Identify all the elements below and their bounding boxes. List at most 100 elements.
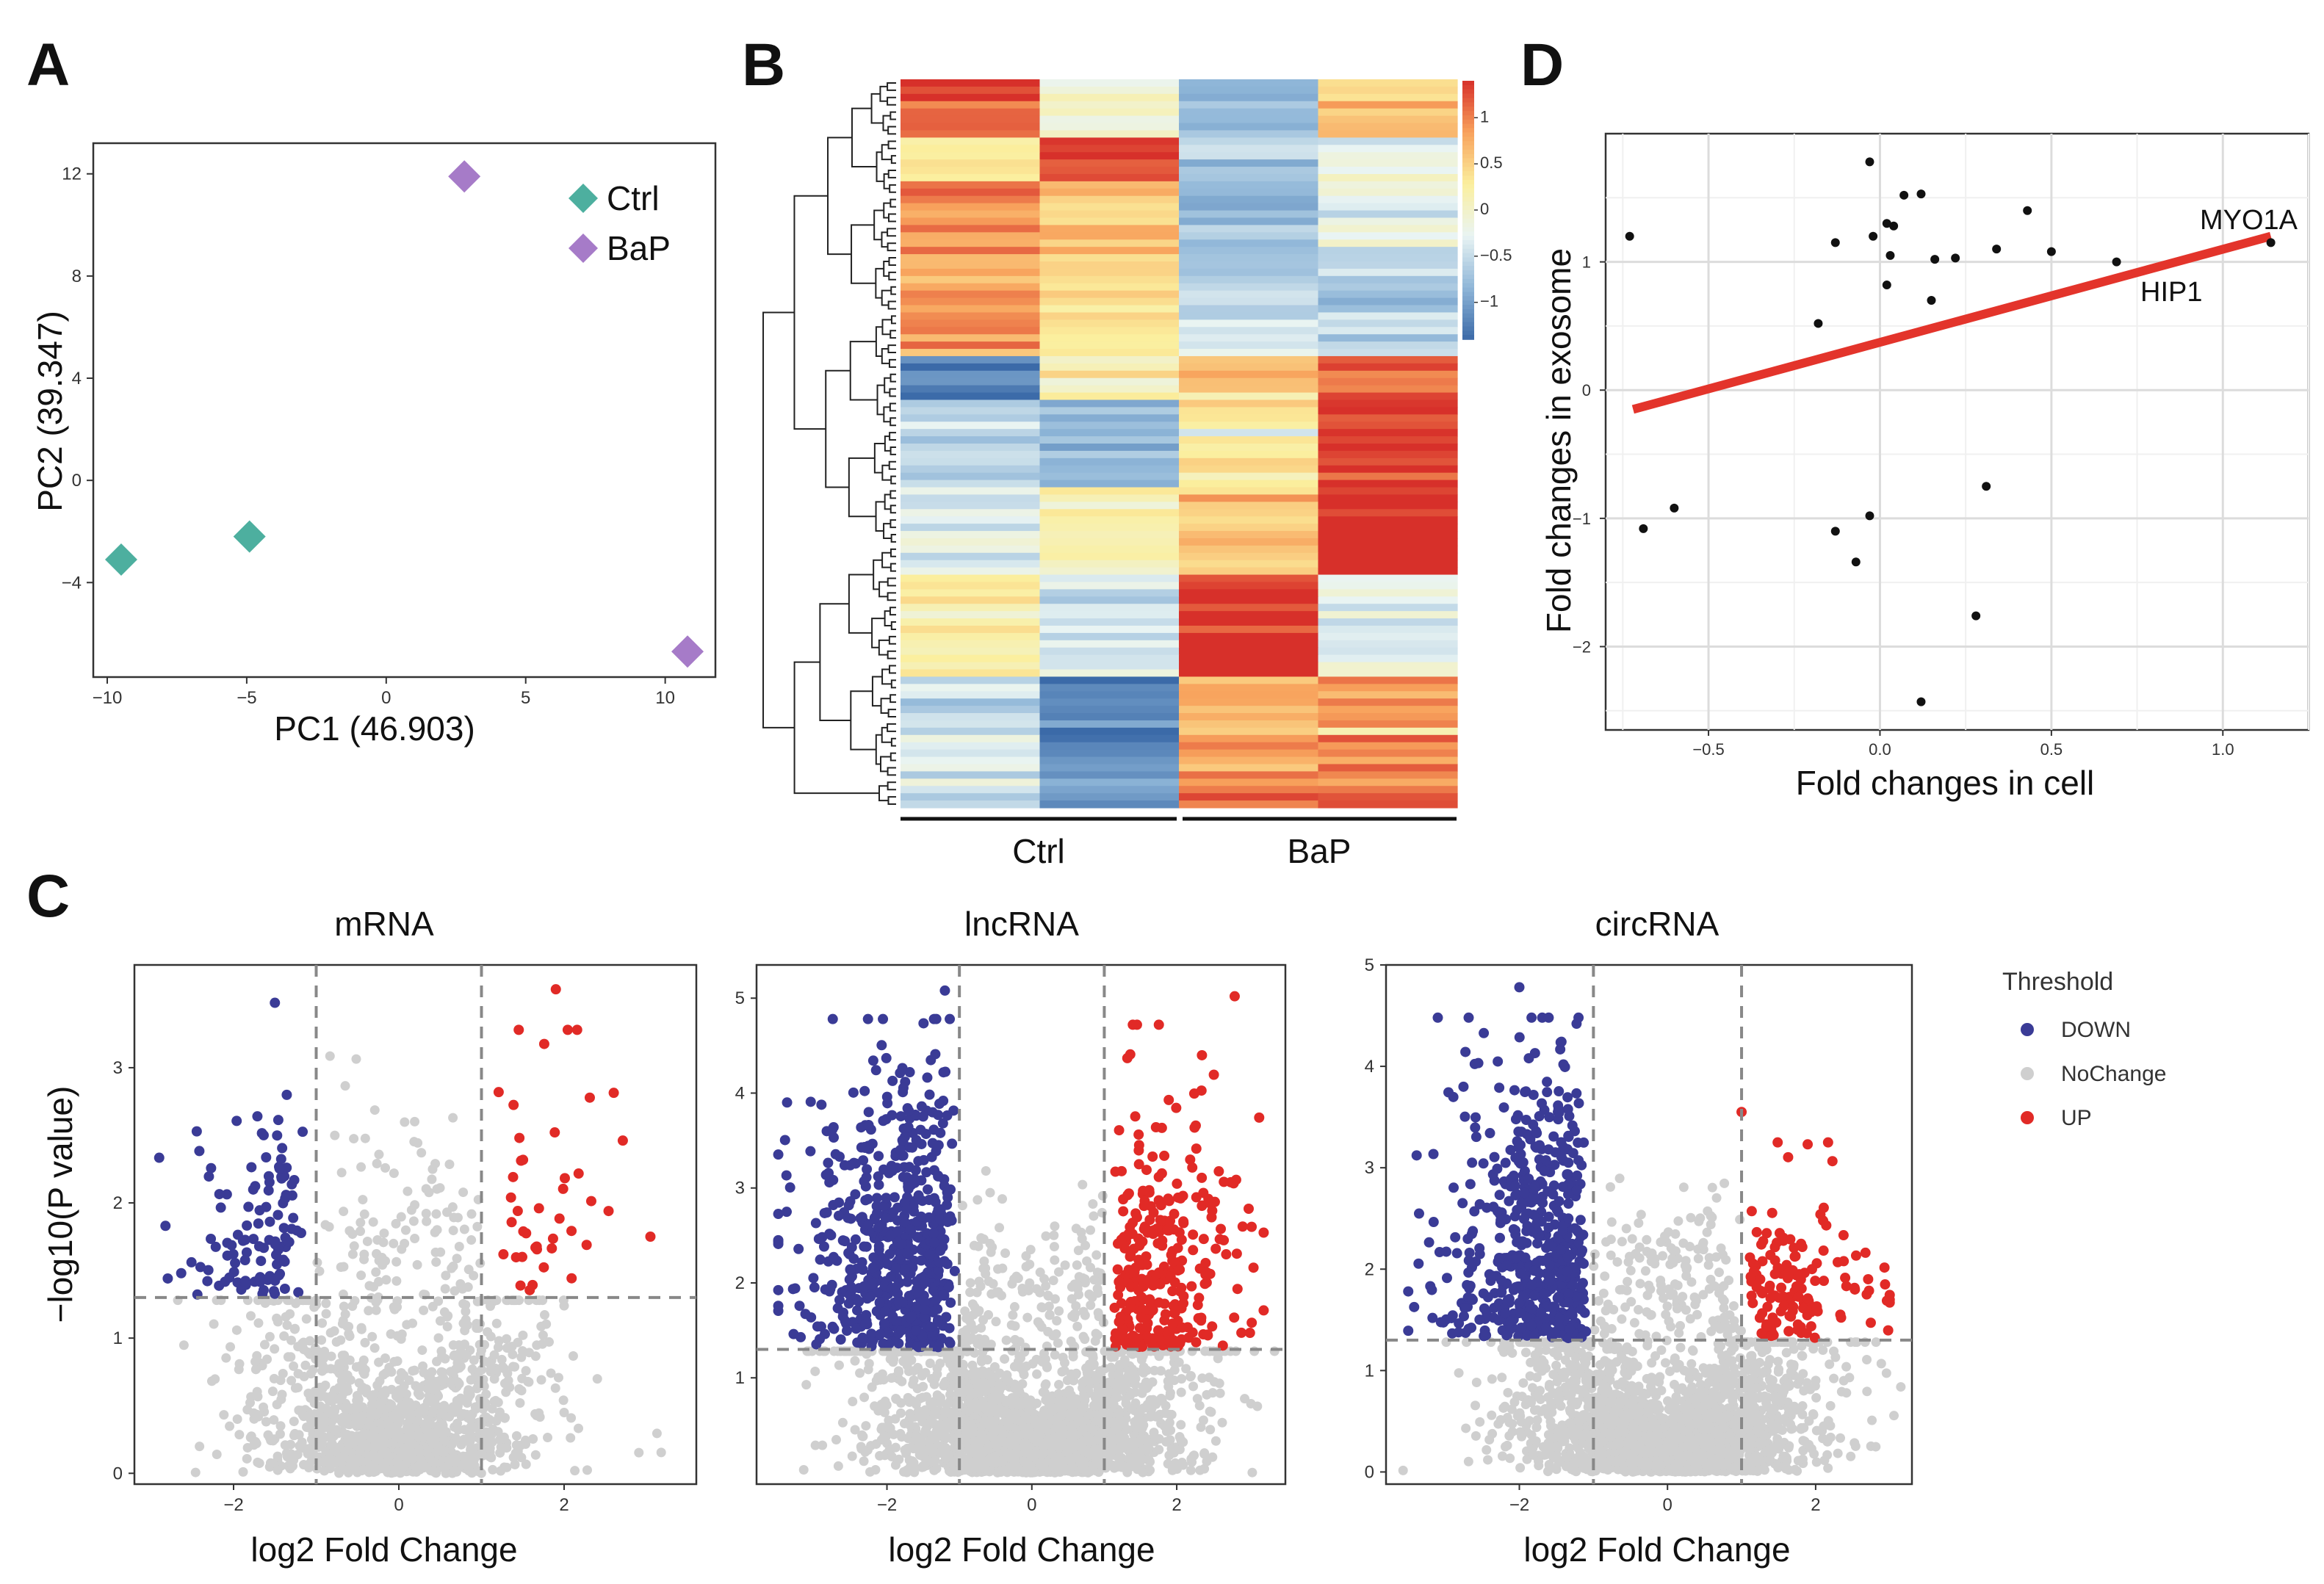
heatmap-cell: [1039, 130, 1180, 138]
nochange-point: [1174, 1357, 1184, 1367]
nochange-point: [1125, 1390, 1136, 1400]
nochange-point: [389, 1238, 399, 1248]
nochange-point: [1080, 1274, 1090, 1284]
heatmap-cell: [1318, 684, 1458, 692]
heatmap-cell: [1318, 574, 1458, 583]
nochange-point: [221, 1353, 231, 1363]
nochange-point: [980, 1386, 990, 1397]
colorbar-segment: [1462, 119, 1474, 125]
nochange-point: [1018, 1366, 1028, 1376]
heatmap-cell: [1039, 108, 1180, 117]
nochange-point: [447, 1439, 457, 1450]
correlation-point: [1865, 157, 1874, 167]
heatmap-cell: [1318, 618, 1458, 626]
nochange-point: [1010, 1411, 1020, 1421]
up-point: [538, 1038, 549, 1049]
heatmap-cell: [1318, 275, 1458, 284]
nochange-point: [427, 1301, 438, 1312]
heatmap-cell: [1318, 720, 1458, 728]
nochange-point: [317, 1360, 328, 1370]
nochange-point: [932, 1369, 942, 1379]
colorbar-segment: [1462, 308, 1474, 314]
nochange-point: [516, 1453, 527, 1463]
pca-plot-frame: [92, 142, 717, 679]
colorbar-segment: [1462, 201, 1474, 206]
colorbar-segment: [1462, 93, 1474, 99]
heatmap-cell: [1318, 786, 1458, 794]
heatmap-cell: [1179, 290, 1319, 299]
nochange-point: [1204, 1373, 1214, 1383]
heatmap-cell: [1039, 458, 1180, 466]
nochange-point: [487, 1403, 497, 1414]
heatmap-cell: [1179, 444, 1319, 452]
heatmap-cell: [1179, 195, 1319, 204]
nochange-point: [369, 1105, 380, 1115]
heatmap-cell: [901, 509, 1041, 517]
nochange-point: [907, 1395, 917, 1406]
nochange-point: [1021, 1467, 1031, 1477]
heatmap-cell: [1318, 167, 1458, 175]
heatmap-cell: [1318, 778, 1458, 786]
heatmap-cell: [1179, 370, 1319, 379]
dendrogram-branch: [888, 358, 896, 368]
heatmap-cell: [1179, 319, 1319, 328]
heatmap-cell: [1179, 86, 1319, 95]
heatmap-cell: [1179, 305, 1319, 314]
nochange-point: [1021, 1262, 1031, 1272]
nochange-point: [339, 1262, 349, 1272]
nochange-point: [178, 1340, 189, 1350]
nochange-point: [466, 1415, 476, 1425]
nochange-point: [371, 1297, 381, 1307]
heatmap-group-label-ctrl: Ctrl: [1012, 832, 1065, 870]
correlation-point: [1930, 255, 1940, 264]
correlation-point: [1869, 231, 1878, 241]
nochange-point: [279, 1331, 289, 1341]
heatmap-cell: [901, 604, 1041, 612]
nochange-point: [1085, 1449, 1095, 1459]
nochange-point: [546, 1368, 556, 1378]
nochange-point: [354, 1420, 364, 1430]
pca-legend-marker-ctrl: [569, 184, 598, 213]
heatmap-cell: [1179, 487, 1319, 496]
nochange-point: [1072, 1260, 1082, 1270]
down-point: [176, 1267, 187, 1279]
nochange-point: [535, 1412, 545, 1422]
heatmap-cell: [901, 261, 1041, 270]
heatmap-cell: [1318, 79, 1458, 87]
correlation-point: [1992, 245, 2002, 254]
nochange-point: [906, 1420, 916, 1431]
nochange-point: [1206, 1407, 1216, 1417]
nochange-point: [1010, 1321, 1020, 1331]
dendrogram-branch: [889, 519, 896, 529]
heatmap-cell: [1179, 531, 1319, 539]
nochange-point: [1049, 1230, 1059, 1240]
colorbar-segment: [1462, 326, 1474, 332]
heatmap-cell: [1318, 159, 1458, 167]
down-point: [206, 1233, 217, 1244]
nochange-point: [447, 1202, 458, 1212]
down-point: [195, 1262, 206, 1273]
nochange-point: [380, 1404, 390, 1414]
nochange-point: [433, 1333, 444, 1343]
heatmap-cell: [1179, 130, 1319, 138]
colorbar-segment: [1462, 158, 1474, 164]
dendrogram-branch: [873, 559, 883, 590]
nochange-point: [359, 1249, 369, 1259]
heatmap-cell: [1039, 502, 1180, 510]
nochange-point: [887, 1452, 897, 1462]
nochange-point: [1054, 1380, 1064, 1390]
nochange-point: [978, 1315, 989, 1326]
heatmap-cell: [1318, 494, 1458, 502]
nochange-point: [1165, 1435, 1175, 1445]
heatmap-cell: [1318, 487, 1458, 496]
nochange-point: [275, 1421, 286, 1431]
heatmap-cell: [1179, 786, 1319, 794]
nochange-point: [440, 1462, 450, 1472]
colorbar-segment: [1462, 244, 1474, 250]
heatmap-cell: [1179, 720, 1319, 728]
dendrogram-branch: [887, 228, 896, 237]
heatmap-cell: [1179, 108, 1319, 117]
nochange-point: [469, 1355, 479, 1365]
nochange-point: [976, 1323, 986, 1333]
nochange-point: [458, 1187, 469, 1198]
